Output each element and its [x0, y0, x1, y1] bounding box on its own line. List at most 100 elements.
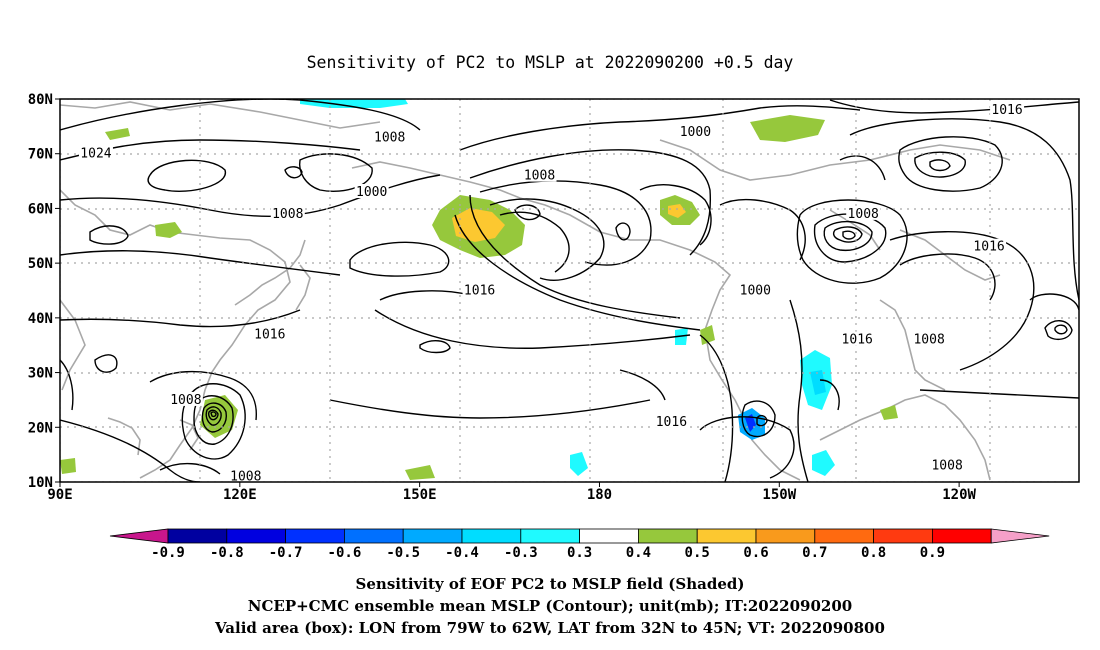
colorbar-label: -0.3	[504, 545, 538, 561]
contour-label-bg	[912, 331, 947, 346]
contour-label: 1008	[230, 470, 261, 485]
contour-label-bg	[354, 184, 389, 199]
contour-label-bg	[522, 167, 557, 182]
colorbar-swatch	[226, 528, 287, 544]
contour-label: 1008	[170, 393, 201, 408]
contour-label-bg	[168, 391, 203, 406]
colorbar-label: -0.4	[445, 545, 479, 561]
shade-pos-canada	[750, 115, 825, 142]
lat-tick-label: 20N	[28, 420, 53, 436]
shade-pos-pacific-south	[405, 465, 435, 480]
colorbar-swatch	[696, 528, 757, 544]
lon-tick-label: 120E	[223, 487, 257, 503]
colorbar-label: 0.5	[685, 545, 710, 561]
sensitivity-shading	[60, 99, 898, 480]
contour-label-bg	[972, 238, 1007, 253]
colorbar-swatch	[638, 528, 698, 544]
contour-label-bg	[990, 101, 1025, 116]
contour-label-bg	[252, 326, 287, 341]
contour-label-bg	[738, 282, 773, 297]
contour-label-bg	[678, 123, 713, 138]
lat-tick-label: 30N	[28, 366, 53, 382]
contour-label: 1016	[973, 240, 1004, 255]
lon-tick-label: 150W	[762, 487, 796, 503]
lat-lon-grid	[60, 99, 1079, 482]
colorbar-swatch	[755, 528, 816, 544]
colorbar-label: 0.9	[920, 545, 945, 561]
lat-tick-label: 10N	[28, 475, 53, 491]
contour-label-bg	[372, 129, 407, 144]
colorbar-swatch	[402, 528, 463, 544]
contour-label: 1024	[80, 147, 111, 162]
longitude-axis: 90E 120E 150E 180 150W 120W	[47, 482, 977, 503]
contour-label: 1008	[374, 130, 405, 145]
figure-title: Sensitivity of PC2 to MSLP at 2022090200…	[307, 53, 794, 72]
contour-label-bg	[270, 205, 305, 220]
lon-tick-label: 90E	[47, 487, 72, 503]
latitude-axis: 10N 20N 30N 40N 50N 60N 70N 80N	[28, 92, 60, 491]
contour-label-bg	[930, 457, 965, 472]
shade-pos-southwest	[60, 458, 76, 474]
colorbar-swatch	[932, 528, 992, 544]
colorbar-swatch	[814, 528, 874, 544]
lat-tick-label: 50N	[28, 256, 53, 272]
colorbar-swatch	[167, 528, 228, 544]
contour-label-bg	[840, 331, 875, 346]
caption-line-3: Valid area (box): LON from 79W to 62W, L…	[214, 619, 885, 637]
contour-label: 1000	[356, 185, 387, 200]
lon-tick-label: 120W	[942, 487, 976, 503]
lat-tick-label: 80N	[28, 92, 53, 108]
shade-pos-caribbean	[880, 405, 898, 420]
contour-label: 1000	[680, 125, 711, 140]
colorbar-label: 0.8	[861, 545, 886, 561]
colorbar-label: -0.7	[269, 545, 303, 561]
shade-pos-arctic-west	[105, 128, 130, 140]
contour-label-bg	[78, 145, 113, 160]
shade-neg-arctic	[300, 99, 408, 108]
shade-neg-central-pacific	[570, 452, 588, 476]
shade-pos-aleutian-core	[452, 208, 505, 242]
shade-pos-alaska-core	[668, 204, 686, 218]
contour-label: 1016	[991, 103, 1022, 118]
contour-label-bg	[462, 282, 497, 297]
colorbar-swatch	[873, 528, 933, 544]
contour-label-bg	[846, 205, 881, 220]
contour-label: 1008	[848, 207, 879, 222]
shade-neg-east-pacific	[812, 450, 835, 476]
map-frame	[59, 98, 1080, 483]
colorbar-swatch	[343, 528, 404, 544]
contour-label-bg	[654, 413, 689, 428]
lon-tick-label: 150E	[403, 487, 437, 503]
caption-line-2: NCEP+CMC ensemble mean MSLP (Contour); u…	[248, 597, 853, 615]
colorbar-label: 0.3	[567, 545, 592, 561]
shade-pos-baja	[700, 325, 715, 345]
map-panel: 1024 1008 1000 1008 1008 1000 1016 1008 1000 1008…	[28, 92, 1080, 503]
contour-labels: 1024 1008 1000 1008 1008 1000 1016 1008 1000 1008…	[78, 101, 1025, 485]
colorbar-swatch	[285, 528, 345, 544]
colorbar-label: 0.7	[802, 545, 827, 561]
contour-label: 1008	[931, 459, 962, 474]
contour-label: 1008	[913, 333, 944, 348]
colorbar-low-arrow	[109, 528, 169, 544]
caption-line-1: Sensitivity of EOF PC2 to MSLP field (Sh…	[356, 575, 745, 593]
contour-label: 1008	[272, 207, 303, 222]
shade-neg-gulf-core	[810, 370, 826, 395]
lat-tick-label: 70N	[28, 147, 53, 163]
colorbar-swatch	[461, 528, 522, 544]
lon-tick-label: 180	[587, 487, 612, 503]
shade-pos-siberia	[155, 222, 182, 238]
colorbar: -0.9 -0.8 -0.7 -0.6 -0.5 -0.4 -0.3 0.3 0.4 0.5 0.6…	[109, 528, 1050, 561]
contour-label: 1000	[740, 284, 771, 299]
lat-tick-label: 60N	[28, 201, 53, 217]
colorbar-label: -0.5	[386, 545, 420, 561]
contour-label: 1016	[254, 327, 285, 342]
colorbar-high-arrow	[990, 528, 1050, 544]
contour-label: 1008	[524, 169, 555, 184]
contour-label: 1016	[656, 415, 687, 430]
colorbar-swatch	[520, 528, 580, 544]
colorbar-label: -0.6	[328, 545, 362, 561]
colorbar-label: 0.6	[743, 545, 768, 561]
colorbar-label: 0.4	[626, 545, 651, 561]
contour-label: 1016	[842, 333, 873, 348]
